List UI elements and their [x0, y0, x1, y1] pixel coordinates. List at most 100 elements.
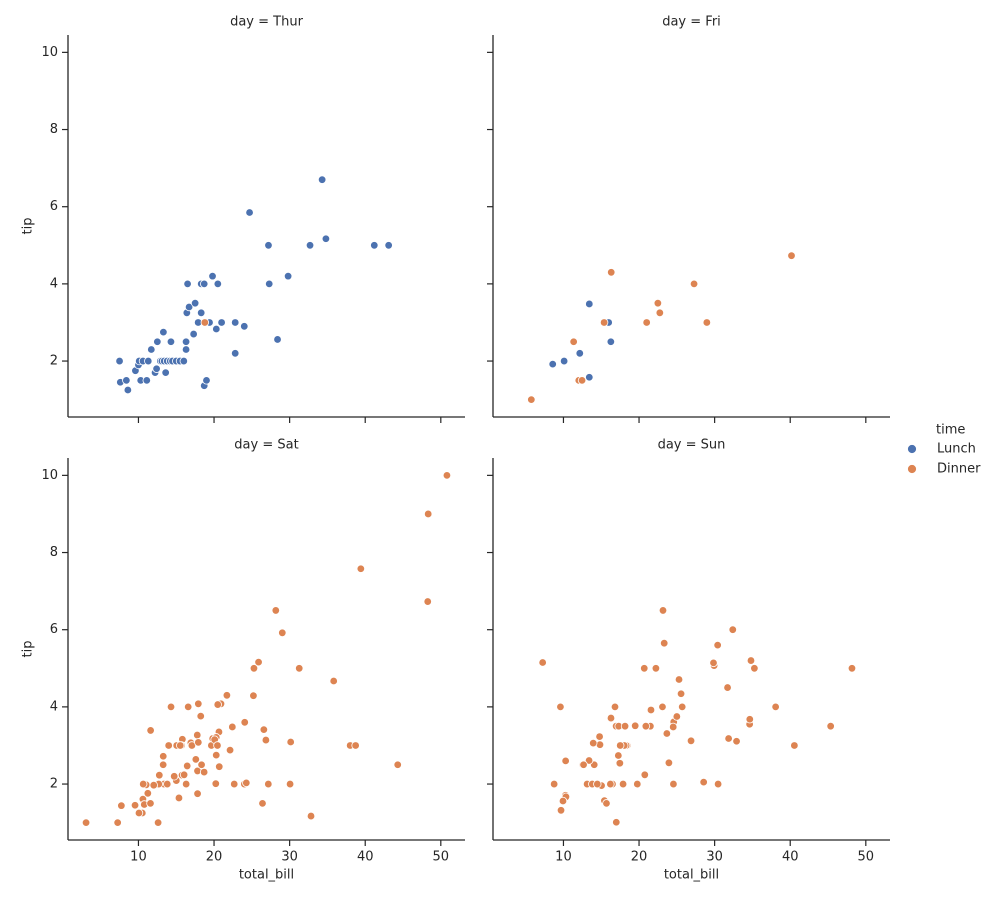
point [130, 801, 140, 810]
point [746, 656, 756, 665]
x-tick-label: 30 [281, 850, 298, 865]
point [593, 779, 602, 789]
point [646, 705, 656, 715]
point [271, 606, 280, 615]
point [689, 279, 699, 289]
point [556, 702, 565, 712]
point [606, 337, 616, 346]
point [640, 770, 649, 779]
point [577, 376, 587, 385]
point [264, 779, 273, 789]
x-axis-label: total_bill [239, 868, 294, 883]
point [208, 271, 217, 281]
point [771, 702, 780, 712]
point [599, 318, 609, 327]
point [183, 702, 193, 712]
point [143, 789, 153, 798]
point [606, 713, 616, 723]
point [193, 730, 202, 740]
x-tick-label: 20 [206, 850, 223, 865]
point [702, 318, 712, 327]
y-tick-label: 4 [50, 276, 58, 291]
point [317, 175, 327, 184]
x-tick-label: 10 [130, 850, 147, 865]
point [134, 808, 144, 818]
point [240, 322, 249, 331]
point [212, 750, 221, 760]
legend-title: time [936, 423, 965, 438]
point [723, 683, 732, 692]
point [423, 597, 432, 606]
y-tick-label: 8 [50, 545, 58, 560]
point [561, 756, 570, 766]
point [147, 345, 156, 354]
point [559, 356, 569, 366]
point [194, 699, 203, 708]
point [285, 779, 295, 789]
point [123, 385, 133, 395]
point [181, 345, 191, 354]
panel-title: day = Thur [230, 15, 303, 30]
point [149, 781, 158, 790]
legend-marker [907, 444, 917, 454]
point [674, 675, 684, 684]
point [212, 324, 221, 334]
x-tick-label: 30 [706, 850, 723, 865]
point [584, 756, 594, 765]
point [826, 721, 835, 731]
point [713, 779, 723, 789]
point [245, 208, 254, 217]
point [146, 726, 155, 735]
point [231, 318, 240, 327]
point [81, 818, 91, 827]
point [787, 251, 796, 260]
point [155, 770, 164, 780]
point [240, 718, 249, 727]
x-axis-label: total_bill [664, 868, 719, 883]
point [699, 777, 708, 787]
point [384, 241, 393, 250]
point [442, 471, 452, 480]
point [579, 760, 588, 769]
point [122, 376, 131, 385]
point [558, 796, 568, 806]
point [538, 658, 547, 667]
point [153, 337, 162, 346]
point [658, 702, 667, 712]
panel-title: day = Fri [662, 15, 721, 30]
point [306, 811, 316, 821]
point [630, 721, 640, 730]
point [254, 657, 263, 667]
point [549, 779, 559, 789]
point [393, 760, 402, 769]
point [618, 779, 628, 789]
point [790, 741, 799, 750]
point [321, 234, 331, 243]
point [179, 770, 189, 779]
panel-title: day = Sun [658, 438, 726, 453]
point [329, 676, 338, 686]
point [676, 689, 686, 698]
x-tick-label: 10 [555, 850, 572, 865]
point [163, 779, 172, 789]
point [231, 349, 240, 358]
point [713, 640, 722, 650]
point [686, 736, 696, 746]
point [161, 368, 170, 377]
y-axis-label: tip [21, 641, 36, 658]
point [612, 818, 621, 827]
point [196, 308, 206, 318]
point [278, 628, 287, 637]
point [615, 759, 625, 768]
point [144, 356, 153, 366]
point [728, 625, 737, 634]
point [202, 376, 211, 385]
point [640, 664, 649, 673]
point [200, 318, 210, 327]
point [176, 741, 185, 750]
x-tick-label: 40 [782, 850, 799, 865]
point [181, 337, 191, 346]
y-tick-label: 6 [50, 622, 58, 637]
point [607, 268, 616, 277]
point [215, 762, 224, 771]
